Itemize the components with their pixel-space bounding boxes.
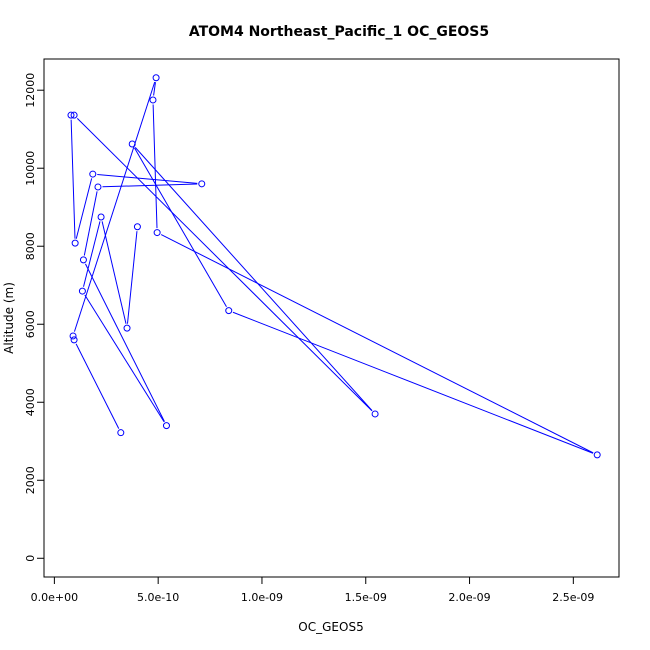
data-point	[70, 336, 78, 344]
data-point	[70, 111, 78, 119]
data-point	[593, 451, 601, 459]
series-line-segment	[153, 82, 156, 96]
x-tick-label: 2.0e-09	[448, 591, 490, 604]
series-line-segment	[73, 81, 156, 332]
y-tick-label: 6000	[24, 310, 37, 338]
x-tick-label: 2.5e-09	[552, 591, 594, 604]
series-line-segment	[84, 294, 165, 423]
data-point	[94, 183, 102, 191]
data-point	[67, 111, 75, 119]
data-point	[371, 410, 379, 418]
x-tick-label: 0.0e+00	[31, 591, 78, 604]
data-point	[78, 287, 86, 295]
series-line-segment	[102, 183, 198, 188]
series-line-segment	[75, 178, 93, 239]
data-point	[225, 307, 233, 315]
series-line-segment	[134, 147, 227, 307]
series-line-segment	[152, 104, 158, 229]
series-line-segment	[160, 234, 594, 454]
data-point	[69, 332, 77, 340]
series-line-segment	[83, 191, 98, 256]
series-group	[67, 74, 601, 459]
y-axis-label: Altitude (m)	[2, 282, 16, 354]
plot-frame	[43, 58, 620, 578]
data-point	[71, 239, 79, 247]
y-tick-label: 2000	[24, 466, 37, 494]
y-tick-label: 10000	[24, 151, 37, 186]
data-point	[128, 140, 136, 148]
x-tick-label: 5.0e-10	[137, 591, 179, 604]
data-point	[79, 256, 87, 264]
series-line-segment	[85, 263, 165, 422]
y-tick-label: 4000	[24, 388, 37, 416]
x-axis: 0.0e+00 5.0e-10 1.0e-09 1.5e-09 2.0e-09 2.5e-…	[31, 576, 594, 604]
data-point	[149, 96, 157, 104]
series-line-segment	[134, 147, 373, 411]
data-point	[198, 180, 206, 188]
series-line-segment	[101, 221, 127, 324]
series-line-segment	[83, 221, 101, 287]
series-line-segment	[76, 117, 373, 412]
series-line-segment	[232, 311, 594, 454]
data-point	[97, 213, 105, 221]
chart-title: ATOM4 Northeast_Pacific_1 OC_GEOS5	[189, 24, 489, 40]
y-tick-label: 12000	[24, 73, 37, 108]
data-point	[133, 223, 141, 231]
series-line-segment	[97, 173, 198, 184]
x-axis-label: OC_GEOS5	[298, 620, 363, 634]
data-point	[162, 422, 170, 430]
data-point	[89, 170, 97, 178]
data-point	[153, 229, 161, 237]
y-tick-label: 8000	[24, 232, 37, 260]
x-tick-label: 1.0e-09	[241, 591, 283, 604]
series-line-segment	[126, 231, 138, 324]
y-axis: 0 2000 4000 6000 8000 10000 12000	[24, 73, 45, 562]
x-tick-label: 1.5e-09	[345, 591, 387, 604]
data-point	[123, 324, 131, 332]
data-point	[152, 74, 160, 82]
series-line-segment	[75, 343, 120, 429]
data-point	[117, 429, 125, 437]
y-tick-label: 0	[24, 555, 37, 562]
series-line-segment	[70, 119, 76, 239]
